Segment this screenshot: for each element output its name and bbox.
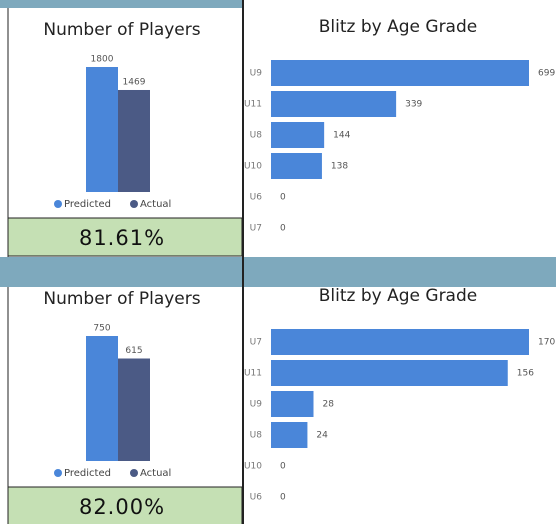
data-label: 0	[280, 193, 286, 203]
bar	[271, 153, 322, 179]
panel-title: Blitz by Age Grade	[319, 286, 477, 306]
bar	[271, 360, 508, 386]
category-label: U10	[244, 162, 262, 172]
data-label: 138	[331, 162, 348, 172]
category-label: U6	[250, 193, 263, 203]
middle-band	[0, 257, 556, 287]
category-label: U7	[250, 224, 262, 234]
category-label: U11	[244, 100, 262, 110]
category-label: U9	[250, 69, 263, 79]
data-label: 28	[322, 400, 334, 410]
panel-title: Blitz by Age Grade	[319, 17, 477, 37]
data-label: 1800	[91, 55, 114, 65]
bar	[271, 60, 529, 86]
bar	[118, 89, 150, 192]
data-label: 1469	[123, 77, 146, 87]
category-label: U10	[244, 462, 262, 472]
category-label: U6	[250, 493, 263, 503]
legend-label: Predicted	[64, 199, 111, 210]
kpi-card	[7, 217, 243, 257]
bar	[271, 391, 314, 417]
data-label: 750	[93, 324, 110, 334]
bar	[271, 422, 308, 448]
category-label: U8	[250, 131, 263, 141]
bar	[86, 67, 118, 192]
data-label: 156	[517, 369, 534, 379]
bar	[118, 358, 150, 461]
data-label: 0	[280, 224, 286, 234]
category-label: U9	[250, 400, 263, 410]
data-label: 144	[333, 131, 350, 141]
legend-marker	[130, 469, 138, 477]
top-band	[0, 0, 242, 8]
data-label: 339	[405, 100, 422, 110]
legend-label: Actual	[140, 468, 171, 479]
kpi-value: 82.00%	[79, 495, 165, 519]
bar	[271, 122, 325, 148]
category-label: U8	[250, 431, 263, 441]
panel-title: Number of Players	[43, 20, 200, 40]
data-label: 0	[280, 493, 286, 503]
data-label: 170	[538, 338, 555, 348]
data-label: 24	[316, 431, 328, 441]
legend-marker	[54, 469, 62, 477]
kpi-value: 81.61%	[79, 226, 165, 250]
data-label: 699	[538, 69, 555, 79]
bar	[271, 91, 397, 117]
data-label: 615	[125, 346, 142, 356]
panel-title: Number of Players	[43, 289, 200, 309]
legend-label: Predicted	[64, 468, 111, 479]
bar	[86, 336, 118, 461]
legend-label: Actual	[140, 199, 171, 210]
legend-marker	[54, 200, 62, 208]
category-label: U11	[244, 369, 262, 379]
bar	[271, 329, 529, 355]
kpi-card	[7, 486, 243, 524]
legend-marker	[130, 200, 138, 208]
category-label: U7	[250, 338, 262, 348]
data-label: 0	[280, 462, 286, 472]
